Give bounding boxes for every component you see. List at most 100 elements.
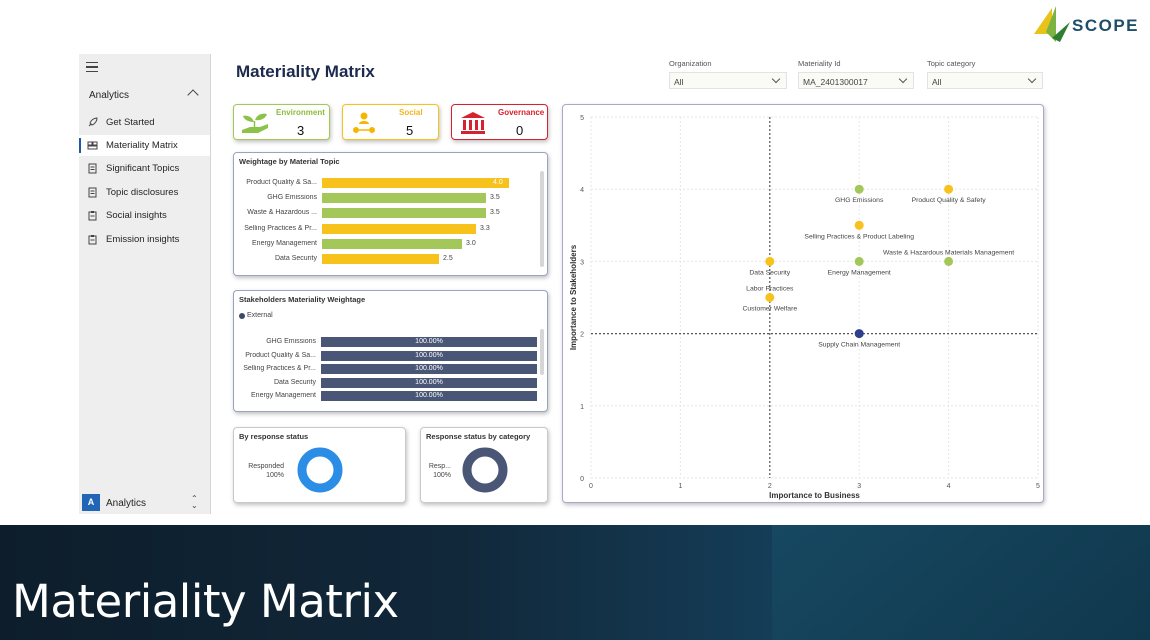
- bar-value: 3.5: [490, 209, 500, 217]
- organization-dropdown[interactable]: All: [669, 72, 787, 89]
- bar-value: 4.0: [493, 179, 503, 186]
- stakeholder-row[interactable]: Product Quality & Sa... 100.00%: [245, 350, 537, 362]
- x-tick-label: 0: [589, 483, 593, 490]
- stakeholder-row[interactable]: Selling Practices & Pr... 100.00%: [243, 364, 537, 375]
- weightage-bar[interactable]: [322, 238, 462, 249]
- weightage-row[interactable]: Energy Management 3.0: [252, 238, 509, 250]
- weightage-row[interactable]: GHG Emissions 3.5: [267, 193, 509, 204]
- banner-title: Materiality Matrix: [12, 575, 399, 628]
- category-donut-chart[interactable]: [461, 446, 509, 494]
- chevron-down-icon: [771, 74, 781, 84]
- rocket-icon: [87, 117, 98, 128]
- weightage-row[interactable]: Waste & Hazardous ... 3.5: [247, 208, 509, 219]
- x-tick-label: 1: [678, 483, 682, 490]
- y-tick-label: 4: [580, 187, 584, 194]
- point-label: Energy Management: [828, 269, 891, 276]
- response-donut-chart[interactable]: [296, 446, 344, 494]
- chevron-up-icon[interactable]: [187, 89, 199, 101]
- bar-value: 3.0: [466, 239, 476, 247]
- bar-label: Product Quality & Sa...: [245, 351, 316, 359]
- sidebar-footer[interactable]: A Analytics ⌃ ⌄: [79, 491, 210, 514]
- kpi-value: 5: [406, 123, 414, 138]
- bar-value: 2.5: [443, 255, 453, 262]
- bar-value: 100.00%: [415, 338, 443, 345]
- sidebar-section-title[interactable]: Analytics: [89, 90, 130, 101]
- scatter-point[interactable]: [765, 293, 775, 302]
- weightage-row[interactable]: Selling Practices & Pr... 3.3: [244, 223, 509, 235]
- scrollbar[interactable]: [540, 329, 544, 375]
- sidebar-footer-label: Analytics: [106, 498, 147, 509]
- stakeholder-bar[interactable]: [321, 377, 537, 388]
- stakeholder-bar[interactable]: [321, 350, 537, 361]
- kpi-card-governance[interactable]: Governance 0: [451, 104, 548, 140]
- dropdown-value: MA_2401300017: [803, 77, 868, 87]
- chevron-down-icon: [898, 74, 908, 84]
- weightage-bar[interactable]: [322, 223, 476, 234]
- stakeholder-bar[interactable]: [321, 391, 537, 401]
- scatter-point[interactable]: [944, 184, 954, 194]
- report-canvas: SCOPE Analytics Get Started Materiality …: [79, 6, 1138, 514]
- scatter-point[interactable]: [765, 256, 775, 266]
- scatter-point[interactable]: [944, 256, 954, 266]
- weightage-row[interactable]: Data Security 2.5: [275, 254, 509, 265]
- y-tick-label: 1: [580, 404, 584, 411]
- weightage-bar[interactable]: [322, 208, 486, 219]
- weightage-bar[interactable]: [322, 254, 439, 264]
- sidebar-item-topic-disclosures[interactable]: Topic disclosures: [79, 182, 210, 203]
- bar-label: Selling Practices & Pr...: [244, 224, 317, 232]
- clipboard-icon: [87, 234, 97, 245]
- sidebar-item-materiality-matrix[interactable]: Materiality Matrix: [79, 135, 210, 156]
- kpi-card-social[interactable]: Social 5: [342, 104, 439, 140]
- materiality-matrix-chart[interactable]: 0 1 2 3 4 5 0 1 2 3 4 5 Importance to Business Import…: [562, 104, 1044, 503]
- sidebar-item-emission-insights[interactable]: Emission insights: [79, 229, 210, 250]
- scatter-plot[interactable]: 0 1 2 3 4 5 0 1 2 3 4 5 Importance to Business Import…: [563, 105, 1045, 504]
- sidebar-item-label: Emission insights: [106, 234, 180, 245]
- x-tick-label: 2: [768, 483, 772, 490]
- legend-label: External: [247, 312, 273, 319]
- kpi-value: 3: [297, 123, 305, 138]
- y-tick-label: 2: [580, 332, 584, 339]
- scatter-point[interactable]: [854, 256, 864, 266]
- materiality-id-dropdown[interactable]: MA_2401300017: [798, 72, 914, 89]
- stakeholder-row[interactable]: Energy Management 100.00%: [251, 391, 537, 402]
- kpi-card-environment[interactable]: Environment 3: [233, 104, 330, 140]
- sidebar-item-get-started[interactable]: Get Started: [79, 112, 210, 133]
- scatter-point[interactable]: [854, 184, 864, 194]
- chevron-updown-icon[interactable]: ⌃ ⌄: [191, 494, 198, 510]
- donut-category: Resp...: [428, 463, 451, 470]
- dropdown-value: All: [674, 77, 684, 87]
- hamburger-menu-icon[interactable]: [86, 62, 98, 72]
- weightage-bar[interactable]: [322, 178, 509, 188]
- sidebar-item-social-insights[interactable]: Social insights: [79, 205, 210, 226]
- stakeholder-bar[interactable]: [321, 364, 537, 374]
- stakeholder-row[interactable]: Data Security 100.00%: [274, 377, 537, 389]
- bar-label: Waste & Hazardous ...: [247, 209, 317, 217]
- bar-value: 3.5: [490, 194, 500, 202]
- point-label: Selling Practices & Product Labeling: [804, 233, 914, 240]
- point-label: GHG Emissions: [835, 197, 884, 204]
- donut-percent: 100%: [266, 472, 284, 479]
- weightage-row[interactable]: Product Quality & Sa... 4.0: [246, 178, 509, 189]
- filter-organization: Organization All: [669, 59, 787, 89]
- panel-title: Stakeholders Materiality Weightage: [239, 295, 366, 304]
- weightage-bar[interactable]: [322, 193, 486, 204]
- panel-title: Response status by category: [426, 432, 531, 441]
- y-tick-label: 5: [580, 115, 584, 122]
- sidebar-item-label: Social insights: [106, 210, 167, 221]
- filter-label: Materiality Id: [798, 59, 841, 68]
- filter-topic-category: Topic category All: [927, 59, 1043, 89]
- stakeholder-bar[interactable]: [321, 337, 537, 347]
- legend-marker: [239, 313, 245, 319]
- kpi-value: 0: [516, 123, 524, 138]
- topic-category-dropdown[interactable]: All: [927, 72, 1043, 89]
- stakeholder-row[interactable]: GHG Emissions 100.00%: [266, 337, 537, 348]
- scrollbar[interactable]: [540, 171, 544, 267]
- kpi-label: Social: [399, 108, 423, 117]
- scatter-point[interactable]: [854, 329, 864, 339]
- bar-label: Selling Practices & Pr...: [243, 365, 316, 372]
- document-icon: [87, 187, 97, 198]
- x-tick-label: 3: [857, 483, 861, 490]
- stakeholders-panel: Stakeholders Materiality Weightage Exter…: [233, 290, 548, 412]
- sidebar-item-significant-topics[interactable]: Significant Topics: [79, 158, 210, 179]
- scatter-point[interactable]: [854, 220, 864, 230]
